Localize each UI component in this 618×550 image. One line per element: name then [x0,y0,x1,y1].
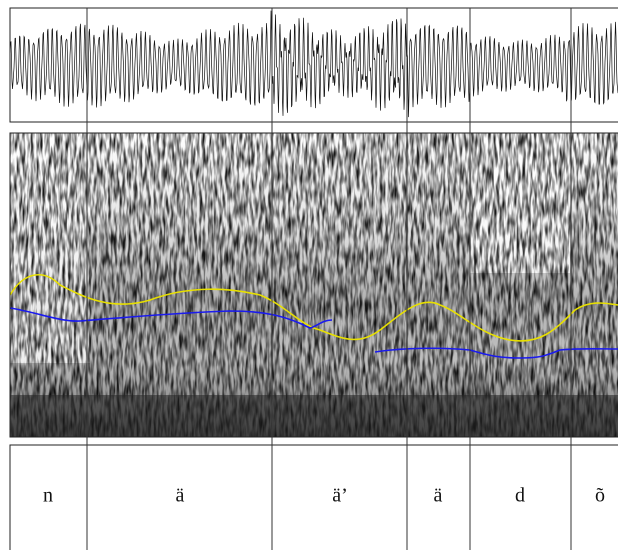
formant-f2 [10,273,618,342]
segment-label: ä’ [332,485,348,507]
spectrogram-frame [9,132,618,438]
segment-boundaries [86,8,572,550]
segment-label: d [515,485,525,507]
formant-f1 [10,307,333,329]
segment-label: ä [434,485,443,507]
spectrogram [10,133,618,437]
segment-label: õ [595,485,605,507]
formant-f1 [374,347,618,359]
segment-label: ä [176,485,185,507]
waveform-trace [10,10,618,118]
waveform [10,10,618,118]
segment-label: n [43,485,53,507]
label-frame [9,444,618,550]
